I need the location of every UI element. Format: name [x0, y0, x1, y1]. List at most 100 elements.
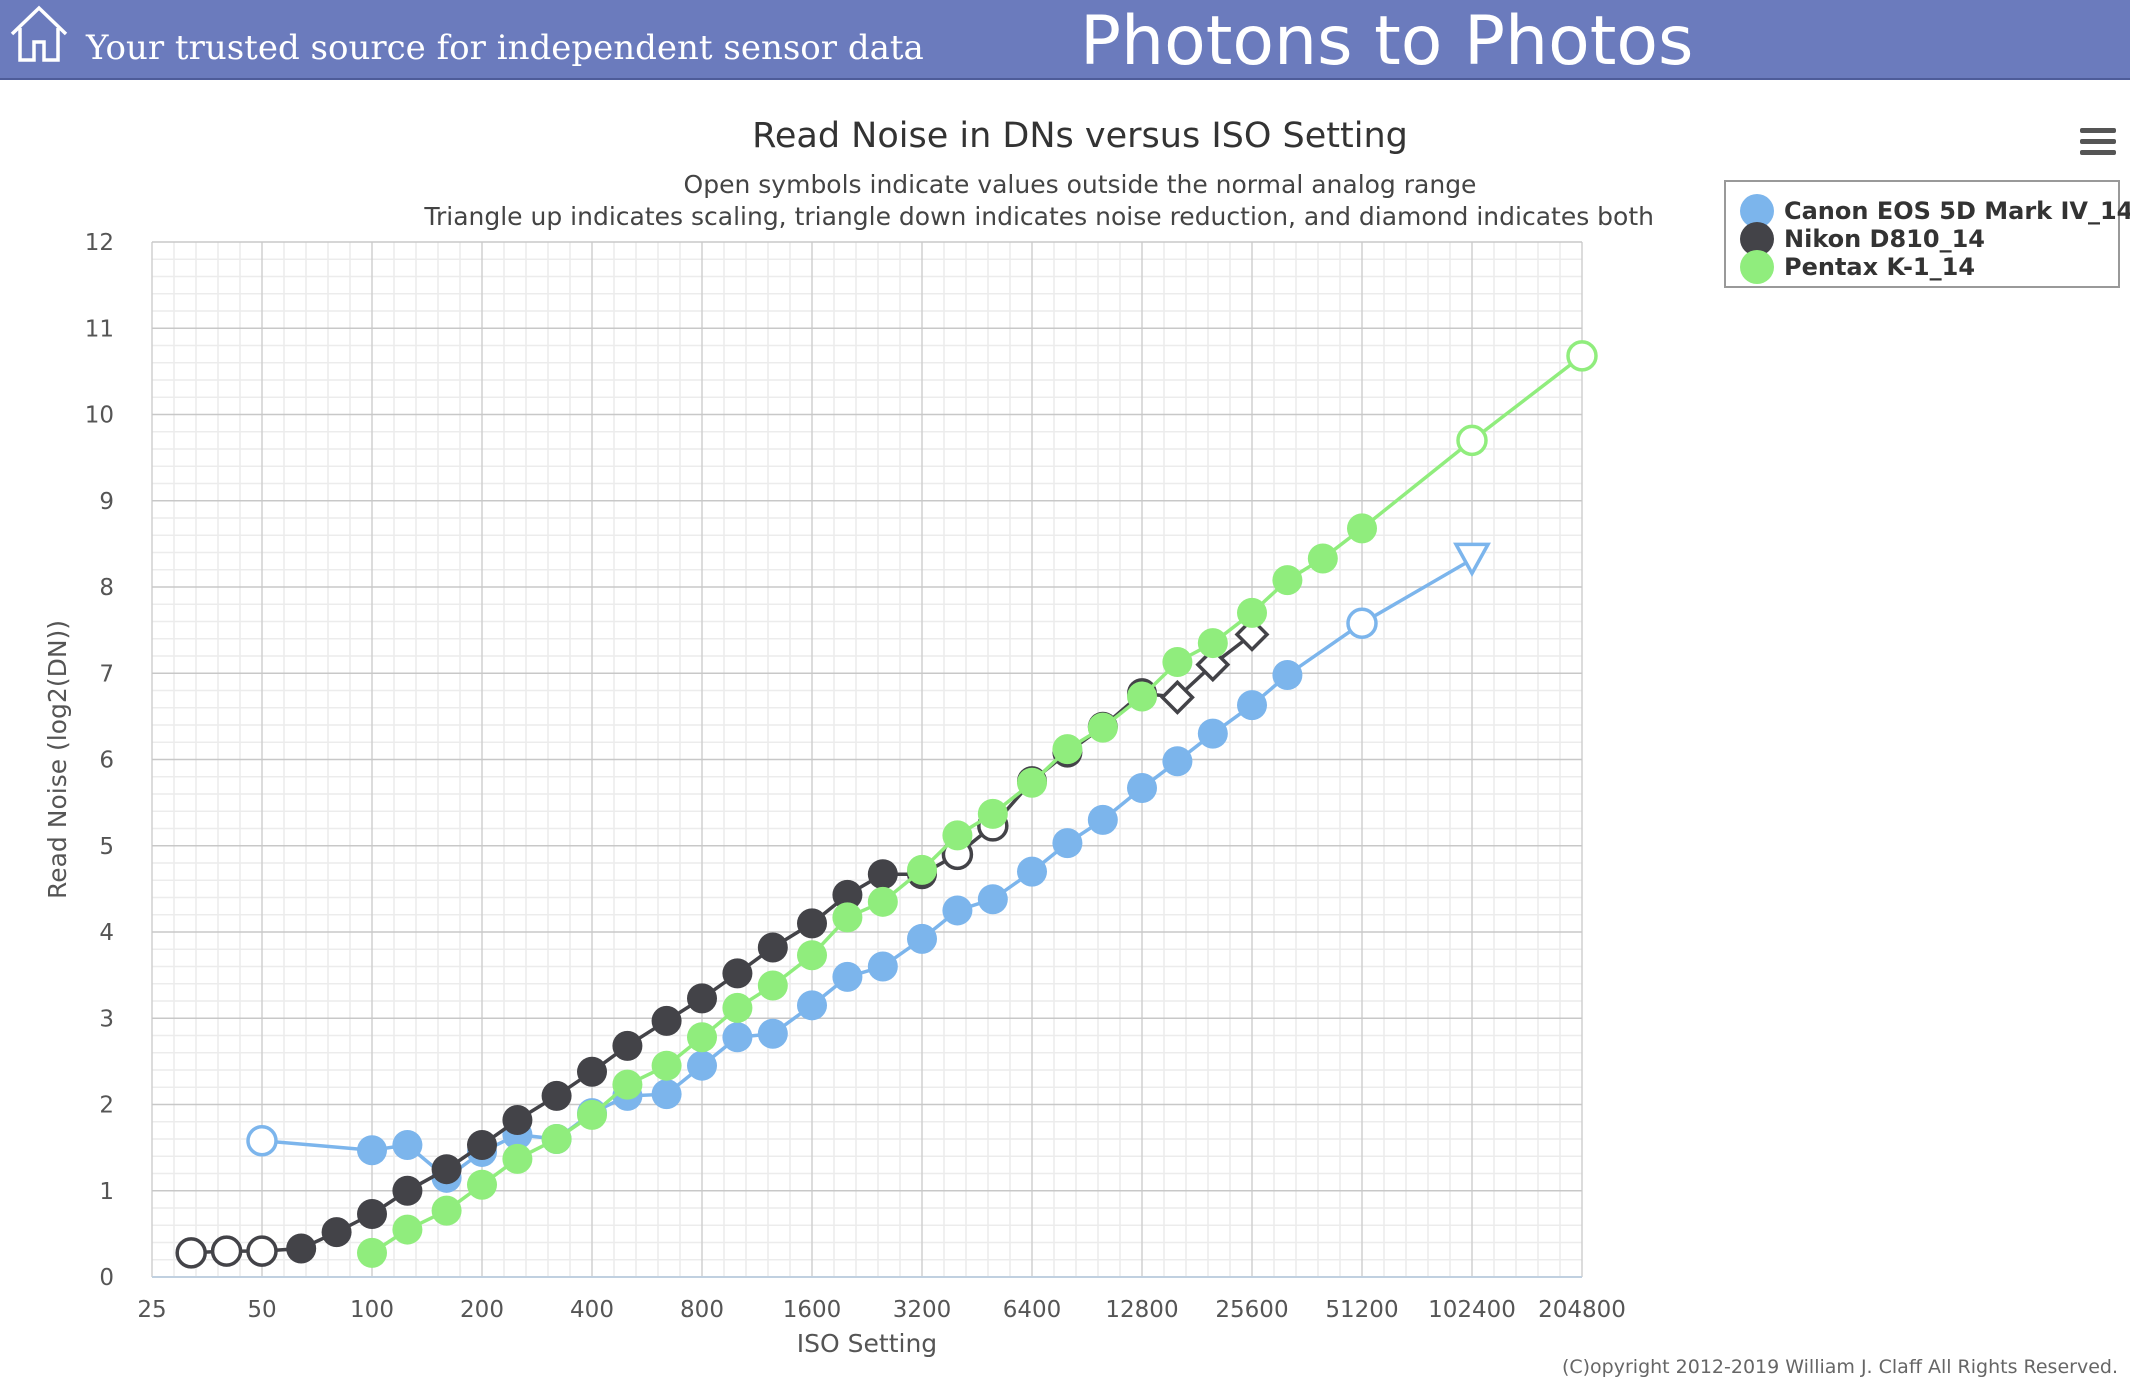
data-point-open: [175, 1237, 207, 1269]
x-tick-label: 3200: [893, 1297, 952, 1323]
data-point: [722, 958, 753, 989]
home-icon[interactable]: [8, 2, 70, 64]
data-point: [1127, 772, 1157, 803]
series-line-2: [371, 354, 1584, 1255]
data-point: [357, 1199, 387, 1230]
data-point: [431, 1154, 462, 1185]
data-point-open: [1346, 607, 1378, 639]
data-point: [392, 1214, 423, 1245]
chart-title: Read Noise in DNs versus ISO Setting: [752, 116, 1408, 156]
y-tick-label: 0: [99, 1265, 114, 1291]
data-point: [757, 932, 788, 963]
data-point: [832, 879, 863, 910]
legend-label-canon: Canon EOS 5D Mark IV_14: [1784, 197, 2130, 225]
x-tick-label: 12800: [1105, 1297, 1178, 1323]
y-tick-label: 9: [99, 489, 114, 515]
data-point: [757, 1018, 788, 1049]
y-tick-label: 4: [99, 920, 114, 946]
data-point: [1307, 543, 1338, 574]
series-line-0: [261, 557, 1473, 1181]
data-point-triangle-down: [1453, 542, 1491, 578]
hamburger-menu-icon[interactable]: [2080, 128, 2116, 158]
data-point: [651, 1050, 682, 1081]
data-point: [867, 951, 898, 982]
y-tick-label: 11: [85, 316, 114, 342]
data-point: [867, 886, 898, 917]
data-point: [1237, 597, 1267, 628]
y-tick-label: 3: [99, 1006, 114, 1032]
x-tick-label: 200: [460, 1297, 504, 1323]
site-tagline: Your trusted source for independent sens…: [86, 28, 924, 68]
x-axis-title: ISO Setting: [797, 1329, 937, 1358]
y-axis-title: Read Noise (log2(DN)): [43, 620, 72, 899]
y-tick-label: 1: [99, 1179, 114, 1205]
y-tick-label: 12: [85, 230, 114, 256]
data-point-open: [246, 1124, 278, 1157]
chart-legend: Canon EOS 5D Mark IV_14 Nikon D810_14 Pe…: [1724, 180, 2130, 288]
data-point-open: [1456, 424, 1488, 457]
data-point: [392, 1130, 423, 1161]
data-point: [797, 908, 827, 939]
copyright-notice: (C)opyright 2012-2019 William J. Claff A…: [1561, 1356, 2118, 1378]
data-point: [1272, 565, 1303, 596]
data-point-diamond: [1159, 679, 1195, 715]
data-point: [722, 992, 753, 1023]
data-point: [1162, 746, 1193, 777]
data-point: [357, 1135, 387, 1166]
data-point: [357, 1237, 387, 1268]
legend-label-nikon: Nikon D810_14: [1784, 225, 1985, 253]
data-point: [431, 1195, 462, 1226]
site-banner: Your trusted source for independent sens…: [0, 0, 2130, 81]
x-tick-label: 1600: [783, 1297, 842, 1323]
legend-label-pentax: Pentax K-1_14: [1784, 253, 1976, 281]
data-point: [722, 1022, 753, 1053]
data-point: [1052, 828, 1083, 859]
data-point: [1052, 734, 1083, 765]
data-point: [977, 884, 1008, 915]
data-point-diamond: [1234, 616, 1270, 652]
data-point: [1087, 804, 1118, 835]
data-point: [942, 895, 973, 926]
data-point: [1197, 718, 1228, 749]
x-tick-label: 51200: [1325, 1297, 1398, 1323]
data-point: [612, 1069, 643, 1100]
data-point: [1087, 712, 1118, 743]
data-point-diamond: [1195, 647, 1231, 683]
x-tick-label: 25: [137, 1297, 166, 1323]
data-point: [612, 1030, 643, 1061]
data-point: [541, 1080, 572, 1111]
data-point: [907, 854, 937, 885]
data-point: [687, 983, 717, 1014]
site-title[interactable]: Photons to Photos: [1080, 2, 1694, 81]
data-point: [467, 1169, 497, 1200]
x-tick-label: 102400: [1428, 1297, 1516, 1323]
data-point: [467, 1130, 497, 1161]
data-point: [1197, 628, 1228, 659]
data-point: [797, 990, 827, 1021]
data-point: [1237, 690, 1267, 721]
data-point: [286, 1233, 317, 1264]
y-tick-label: 6: [99, 748, 114, 774]
data-point: [1017, 856, 1047, 887]
data-point: [942, 820, 973, 851]
y-tick-label: 2: [99, 1093, 114, 1119]
legend-marker-pentax: [1740, 250, 1774, 284]
data-point: [577, 1099, 607, 1130]
data-point: [651, 1079, 682, 1110]
data-point: [832, 961, 863, 992]
x-tick-label: 25600: [1215, 1297, 1288, 1323]
data-point: [1272, 659, 1303, 690]
data-point: [1347, 513, 1377, 544]
data-point: [577, 1056, 607, 1087]
data-point: [977, 798, 1008, 829]
data-point: [757, 970, 788, 1001]
data-point: [651, 1005, 682, 1036]
data-point: [502, 1105, 533, 1136]
data-point: [1162, 647, 1193, 678]
y-tick-label: 8: [99, 575, 114, 601]
x-tick-label: 100: [350, 1297, 394, 1323]
data-point: [1017, 767, 1047, 798]
x-tick-label: 6400: [1003, 1297, 1062, 1323]
menu-bar: [2080, 139, 2116, 144]
